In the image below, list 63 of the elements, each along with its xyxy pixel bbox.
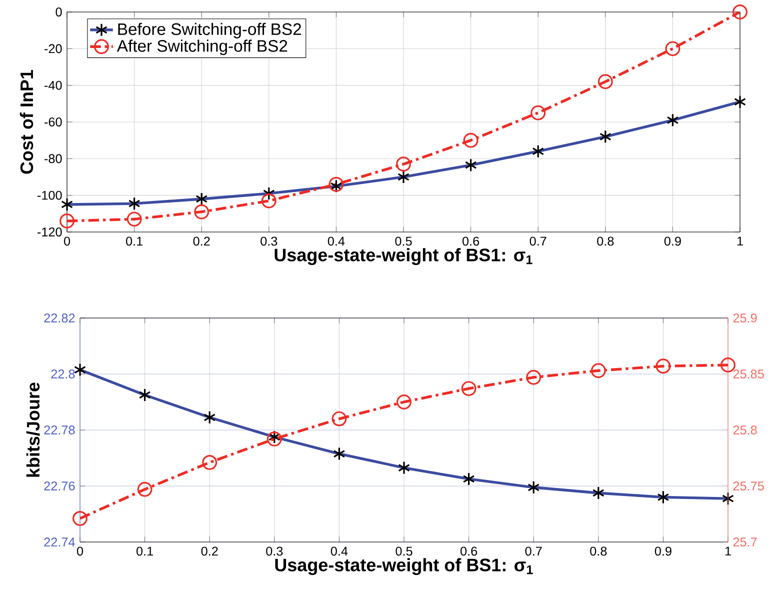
y-tick-label: 22.76 [44,482,75,490]
point [137,482,152,497]
x-axis-title: Usage-state-weight of BS1: σ$_{1}$ [274,248,532,265]
x-tick-label: 0.7 [525,546,542,556]
y-tick-label: -100 [38,190,62,200]
y2-tick-label: 25.75 [733,482,764,490]
y-tick-label: -80 [44,154,62,164]
x-tick-label: 0.8 [590,546,607,556]
point [732,4,748,20]
point [60,214,74,228]
legend-label: After Switching-off BS2 [116,40,288,56]
y-tick-label: -120 [38,228,62,236]
y-axis-title: Cost of InP1 [20,70,34,174]
x-tick-label: 1 [737,236,743,246]
x-tick-label: 0.9 [664,236,681,246]
point [202,455,218,470]
x-tick-label: 0 [76,546,84,556]
y-tick-label: 22.8 [51,370,75,378]
x-tick-label: 0.5 [395,236,412,246]
x-tick-label: 0.5 [396,546,412,556]
y-tick-label: 22.82 [44,314,75,322]
x-tick-label: 1 [725,546,731,556]
point [396,156,411,172]
point [530,105,546,120]
x-axis-title: Usage-state-weight of BS1: σ$_{1}$ [275,558,533,575]
point [261,193,276,208]
x-tick-label: 0.3 [260,236,278,246]
y-axis-title: kbits/Joure [26,382,40,477]
legend-label: Before Switching-off BS2 [118,22,301,38]
point [665,41,680,56]
y-tick-label: -20 [44,44,62,54]
point [194,204,210,220]
point [126,212,142,227]
y2-tick-label: 25.8 [733,426,757,434]
x-tick-label: 0.3 [266,546,283,556]
x-tick-label: 0.9 [654,546,672,556]
x-tick-label: 0.1 [136,546,153,556]
x-tick-label: 0.4 [328,236,345,246]
y-tick-label: 22.74 [44,538,75,546]
y-tick-label: 0 [56,8,62,16]
y2-tick-label: 25.85 [733,370,764,378]
point [72,511,88,526]
x-tick-label: 0.2 [193,236,210,246]
point [396,394,412,410]
x-tick-label: 0.6 [460,546,478,556]
x-tick-label: 0.2 [201,546,218,556]
y2-tick-label: 25.7 [733,538,757,546]
x-tick-label: 0.4 [330,546,348,556]
point [598,74,613,90]
point [461,381,476,396]
y2-tick-label: 25.9 [733,314,757,322]
y-tick-label: -60 [44,118,62,126]
point [332,411,347,426]
point [656,358,671,374]
y-tick-label: -40 [44,80,62,90]
x-tick-label: 0.6 [462,236,480,246]
x-tick-label: 0.1 [126,236,142,246]
x-tick-label: 0.8 [597,236,614,246]
point [526,370,542,385]
x-tick-label: 0.7 [530,236,546,246]
y-tick-label: 22.78 [44,426,75,434]
point [463,132,478,148]
point [590,363,606,378]
